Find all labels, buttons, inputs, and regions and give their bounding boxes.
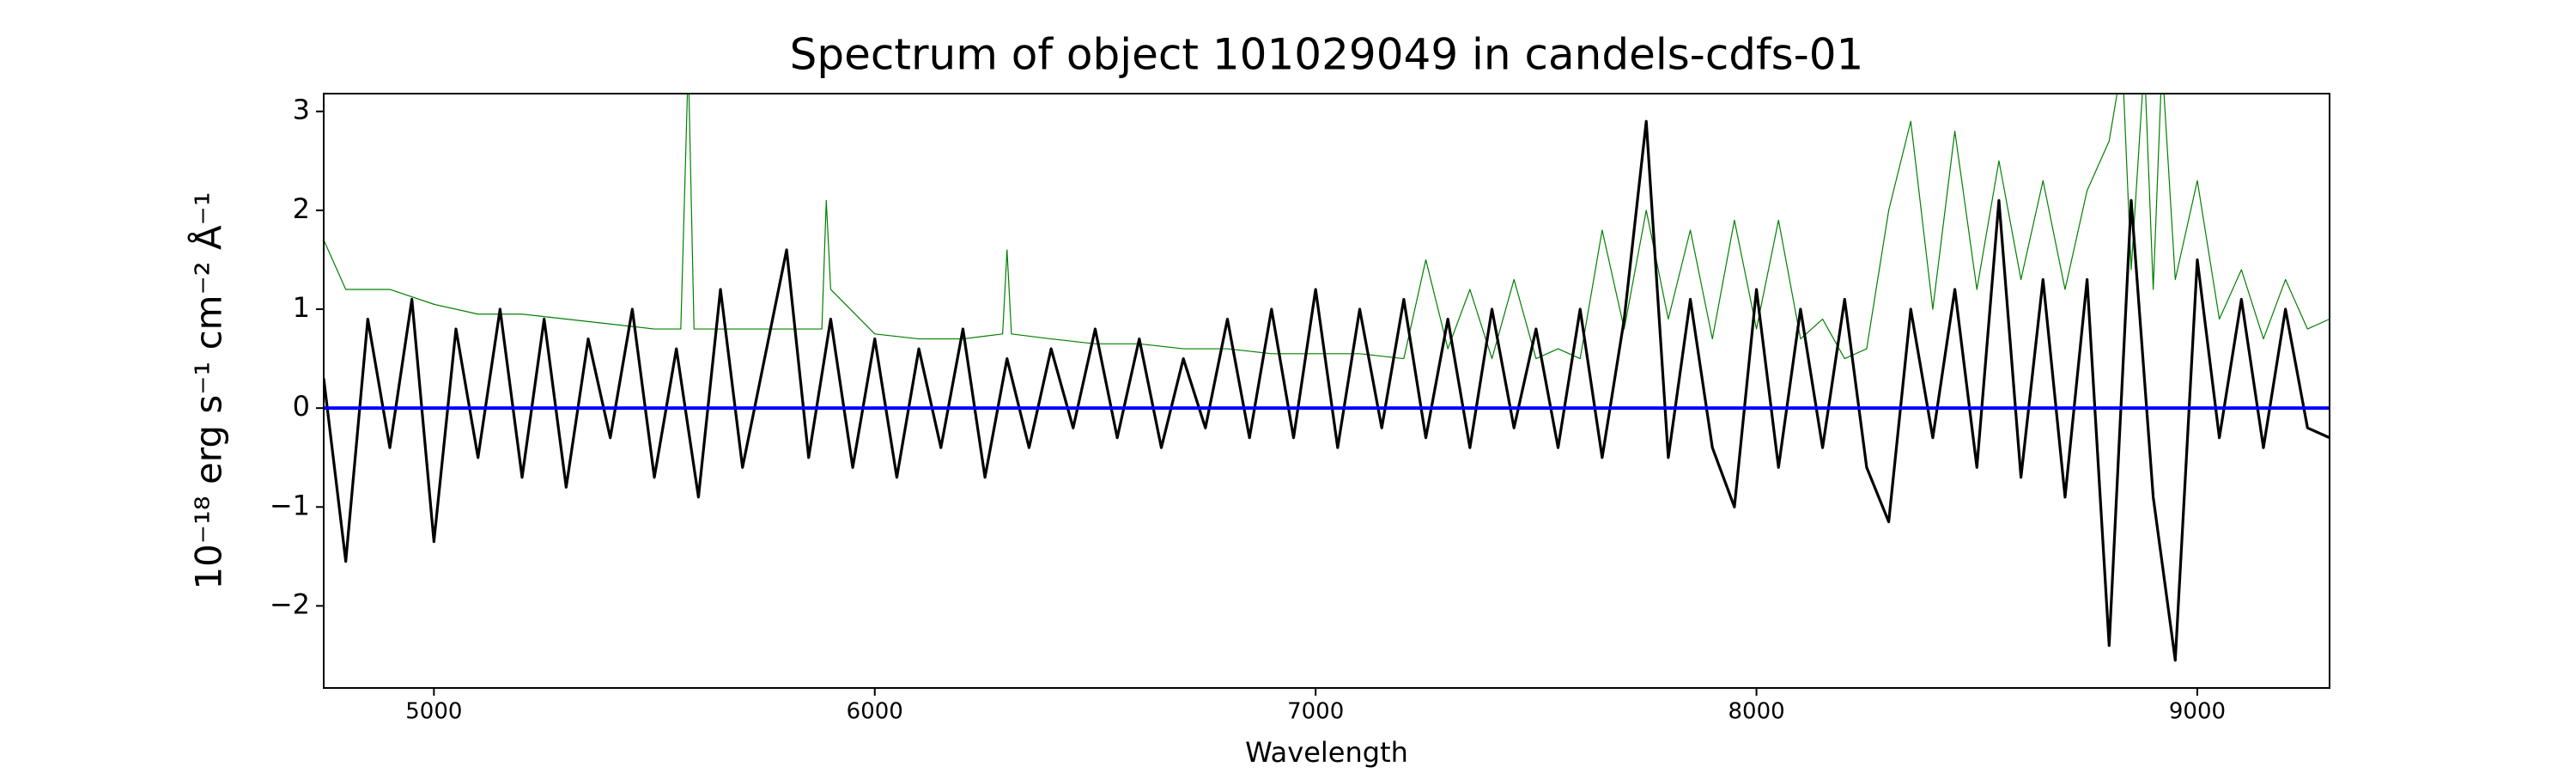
y-tick-label: 0 (293, 390, 310, 423)
y-axis-label: 10⁻¹⁸ erg s⁻¹ cm⁻² Å⁻¹ (187, 192, 230, 589)
spectrum-line (324, 94, 2330, 360)
y-tick-label: 3 (293, 94, 310, 126)
y-tick-label: 2 (293, 192, 310, 225)
y-tick-label: −1 (270, 489, 310, 521)
axes-frame (323, 93, 2330, 689)
x-tick-label: 7000 (1287, 699, 1344, 725)
x-tick-label: 5000 (405, 699, 462, 725)
x-tick-label: 6000 (847, 699, 903, 725)
y-tick-label: 1 (293, 291, 310, 324)
x-tick-label: 8000 (1728, 699, 1784, 725)
x-axis-label: Wavelength (1245, 736, 1408, 769)
x-tick-label: 9000 (2169, 699, 2226, 725)
spectrum-line (324, 119, 2330, 662)
y-tick-label: −2 (270, 587, 310, 620)
plot-area (324, 94, 2330, 662)
chart-title: Spectrum of object 101029049 in candels-… (790, 30, 1864, 80)
